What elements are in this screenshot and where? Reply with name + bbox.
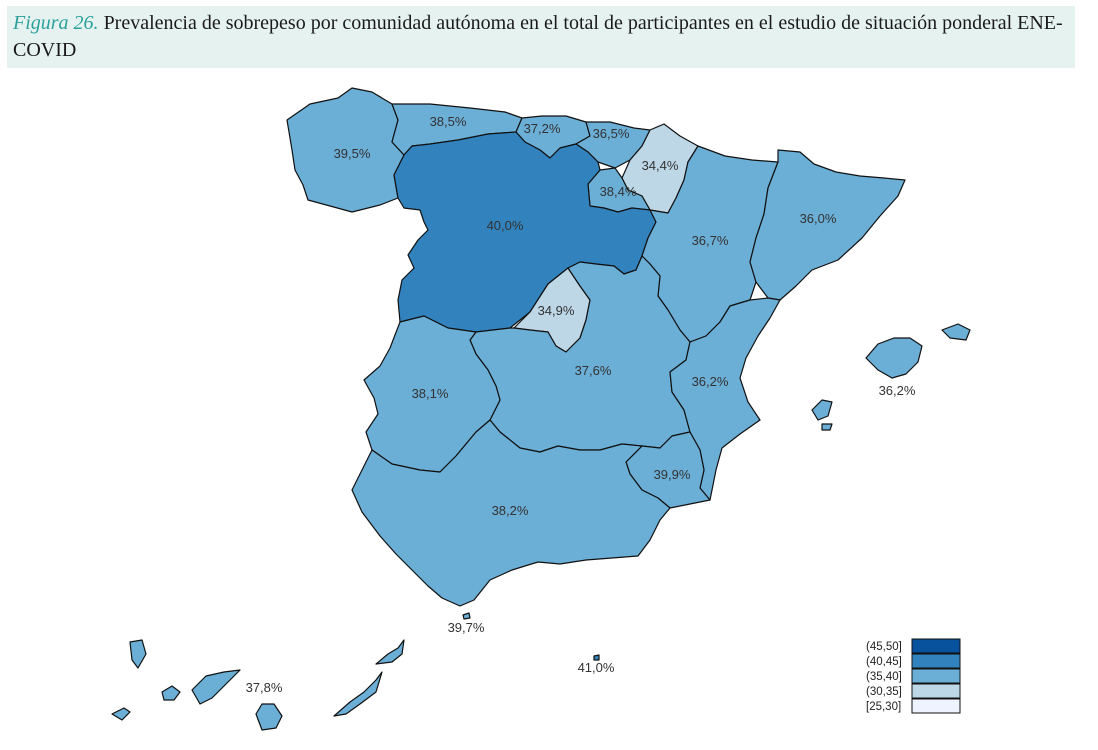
label-navarra: 34,4%: [642, 158, 679, 173]
legend-label-35-40: (35,40]: [866, 671, 902, 683]
region-canarias-gran-canaria: [255, 703, 283, 731]
region-pais-vasco: [575, 121, 651, 169]
label-canarias: 37,8%: [246, 680, 283, 695]
region-canarias-la-palma: [129, 639, 147, 669]
legend-label-45-50: (45,50]: [866, 641, 902, 653]
label-castilla-y-leon: 40,0%: [487, 218, 524, 233]
legend-swatch-45-50: [911, 638, 961, 654]
label-castilla-la-mancha: 37,6%: [575, 363, 612, 378]
region-baleares-formentera: [821, 423, 833, 431]
legend-swatch-40-45: [911, 653, 961, 669]
region-cataluna: [749, 149, 906, 301]
label-asturias: 38,5%: [430, 114, 467, 129]
legend-swatch-30-35: [911, 683, 961, 699]
label-baleares: 36,2%: [879, 383, 916, 398]
label-aragon: 36,7%: [692, 233, 729, 248]
label-murcia: 39,9%: [654, 467, 691, 482]
figure-number: Figura 26.: [13, 12, 99, 34]
figure-caption: Figura 26. Prevalencia de sobrepeso por …: [7, 6, 1075, 68]
label-comunidad-valenciana: 36,2%: [692, 374, 729, 389]
label-andalucia: 38,2%: [492, 503, 529, 518]
region-baleares-menorca: [941, 323, 971, 341]
figure-title: Prevalencia de sobrepeso por comunidad a…: [13, 12, 1063, 61]
label-melilla: 41,0%: [578, 660, 615, 675]
label-extremadura: 38,1%: [412, 386, 449, 401]
legend-swatch-35-40: [911, 668, 961, 684]
region-baleares-ibiza: [811, 399, 833, 421]
label-pais-vasco: 36,5%: [593, 126, 630, 141]
legend-label-40-45: (40,45]: [866, 656, 902, 668]
legend-swatch-25-30: [911, 698, 961, 714]
label-la-rioja: 38,4%: [600, 184, 637, 199]
legend-label-30-35: (30,35]: [866, 686, 902, 698]
region-canarias-el-hierro: [111, 707, 131, 721]
region-canarias-lanzarote: [375, 639, 405, 665]
region-melilla: [593, 654, 600, 661]
legend: (45,50] (40,45] (35,40] (30,35] [25,30]: [866, 638, 961, 714]
region-canarias-tenerife: [191, 669, 241, 705]
region-canarias-fuerteventura: [333, 671, 383, 717]
label-ceuta: 39,7%: [448, 620, 485, 635]
region-baleares-mallorca: [865, 337, 923, 379]
legend-label-25-30: [25,30]: [866, 701, 901, 713]
label-galicia: 39,5%: [334, 146, 371, 161]
region-canarias-la-gomera: [161, 685, 181, 701]
label-cantabria: 37,2%: [524, 121, 561, 136]
region-andalucia: [351, 419, 671, 607]
region-ceuta: [462, 612, 471, 620]
label-madrid: 34,9%: [538, 303, 575, 318]
label-cataluna: 36,0%: [800, 211, 837, 226]
